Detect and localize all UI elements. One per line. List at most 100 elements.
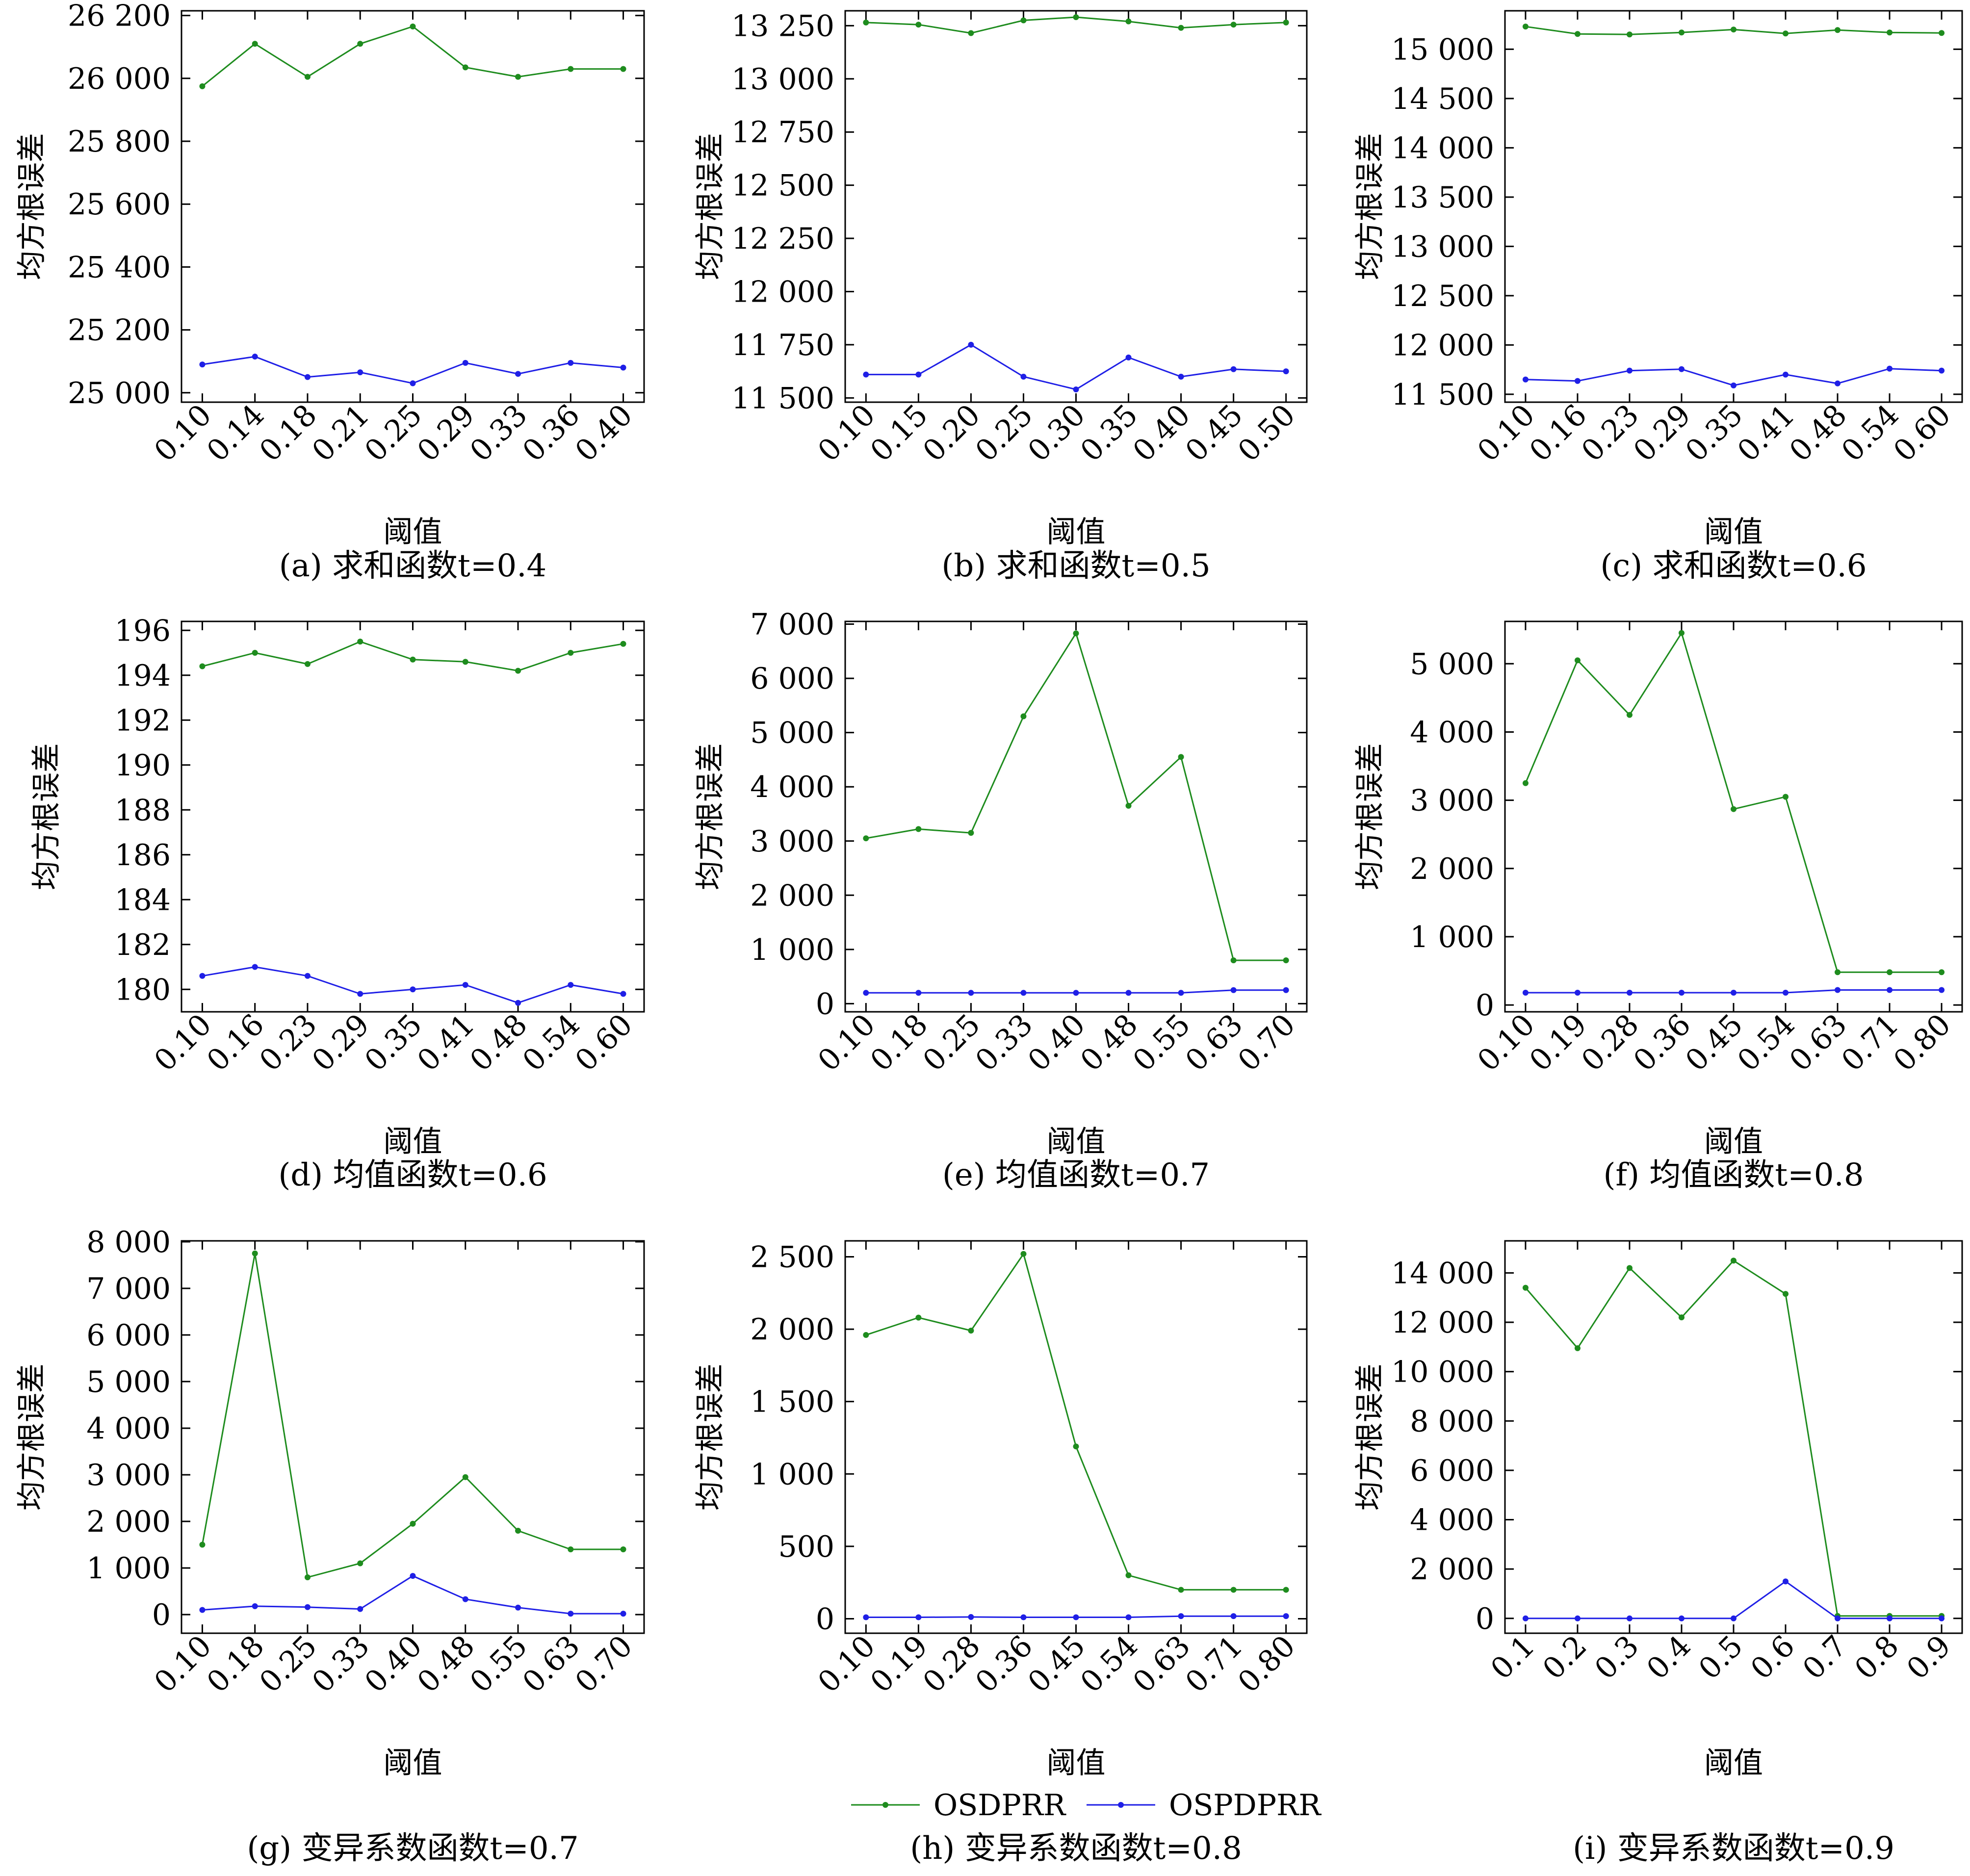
data-point-osdprr [1731,1258,1737,1264]
data-point-ospdprr [462,1596,468,1602]
x-tick-label: 0.25 [253,1629,324,1699]
data-point-osdprr [1678,630,1685,636]
data-point-ospdprr [1887,1615,1893,1621]
data-point-ospdprr [915,990,922,996]
subfigure-caption: (i) 变异系数函数t=0.9 [1573,1830,1894,1867]
plot-frame [1504,620,1963,1013]
data-point-ospdprr [1230,366,1237,372]
x-axis-label: 阈值 [1704,1125,1763,1159]
data-point-osdprr [1678,1314,1685,1320]
data-point-osdprr [1731,806,1737,812]
legend-item-ospdprr: OSPDPRR [1087,1788,1322,1823]
x-tick-label: 0.18 [253,398,324,468]
legend-marker [882,1802,888,1808]
data-point-ospdprr [863,371,869,378]
x-tick-label: 0.54 [1835,398,1906,468]
y-axis-label: 均方根误差 [15,1363,49,1511]
y-tick-label: 12 250 [731,222,834,256]
y-tick-label: 1 000 [750,933,834,967]
data-point-osdprr [252,1250,258,1257]
data-point-ospdprr [968,1614,974,1620]
y-tick-label: 4 000 [86,1412,171,1446]
y-tick-label: 25 000 [68,376,171,411]
x-tick-label: 0.80 [1231,1629,1302,1699]
y-tick-label: 11 750 [731,328,834,362]
chart-panel-c: 11 500 12 000 12 500 13 000 13 500 14 000 14 5… [1353,10,1963,584]
y-tick-label: 14 000 [1391,1256,1494,1290]
x-tick-label: 0.21 [306,398,376,468]
data-point-ospdprr [199,973,206,979]
data-point-osdprr [199,83,206,89]
x-tick-label: 0.45 [1679,1007,1750,1078]
data-point-osdprr [304,74,311,80]
data-point-osdprr [1230,22,1237,28]
y-tick-label: 1 500 [750,1385,834,1419]
data-point-osdprr [1522,24,1529,30]
y-tick-label: 182 [114,928,171,962]
y-axis-label: 均方根误差 [1353,1363,1387,1511]
data-point-ospdprr [304,1604,311,1610]
data-point-osdprr [968,30,974,36]
y-tick-label: 3 000 [750,824,834,859]
data-point-ospdprr [252,964,258,970]
x-tick-label: 0.19 [1523,1007,1594,1078]
series-line-osdprr [201,1253,623,1578]
chart-panel-g: 0 1 000 2 000 3 000 4 000 5 000 6 000 7 000 8 00… [15,1225,645,1867]
data-point-ospdprr [462,982,468,988]
data-point-ospdprr [252,1603,258,1609]
data-point-osdprr [1230,1587,1237,1593]
y-tick-label: 11 500 [1391,378,1494,412]
data-point-osdprr [199,663,206,669]
data-point-osdprr [304,1574,311,1580]
data-point-osdprr [1887,29,1893,36]
data-point-osdprr [1574,1345,1581,1351]
subfigure-caption: (a) 求和函数t=0.4 [279,548,547,584]
y-tick-label: 2 000 [1410,1552,1494,1587]
x-tick-label: 0.9 [1900,1629,1958,1686]
data-point-ospdprr [1230,1613,1237,1619]
x-tick-label: 0.36 [516,398,587,468]
y-tick-label: 2 500 [750,1240,834,1274]
y-tick-label: 2 000 [86,1505,171,1539]
y-tick-label: 12 500 [731,169,834,203]
data-point-osdprr [1574,657,1581,664]
x-tick-label: 0.30 [1021,398,1092,468]
data-point-osdprr [1626,31,1633,38]
y-tick-label: 26 200 [68,0,171,33]
data-point-osdprr [568,1546,574,1552]
data-point-osdprr [1125,802,1132,809]
x-tick-label: 0.54 [1074,1629,1144,1699]
legend-label: OSPDPRR [1169,1788,1322,1823]
series-line-osdprr [865,1252,1286,1591]
y-tick-label: 26 000 [68,62,171,96]
data-point-osdprr [1020,713,1027,720]
data-point-osdprr [357,639,363,645]
data-point-osdprr [515,1527,521,1534]
x-tick-label: 0.41 [1731,398,1802,468]
data-point-ospdprr [515,371,521,377]
series-line-osdprr [1525,1259,1942,1617]
data-point-ospdprr [1522,1615,1529,1621]
data-point-osdprr [1073,630,1079,637]
data-point-ospdprr [1626,367,1633,374]
x-axis-label: 阈值 [384,1125,442,1159]
data-point-ospdprr [1125,990,1132,996]
x-tick-label: 0.40 [1021,1007,1092,1078]
x-tick-label: 0.71 [1835,1007,1906,1078]
x-tick-label: 0.16 [1523,398,1594,468]
x-tick-label: 0.36 [1627,1007,1698,1078]
data-point-osdprr [915,826,922,832]
data-point-ospdprr [1178,990,1184,996]
x-tick-label: 0.54 [516,1007,587,1078]
x-tick-label: 0.19 [864,1629,934,1699]
y-tick-label: 196 [114,614,171,648]
y-tick-label: 14 000 [1391,131,1494,165]
subfigure-caption: (b) 求和函数t=0.5 [941,548,1210,584]
y-tick-label: 2 000 [1410,852,1494,886]
y-tick-label: 12 000 [731,275,834,309]
y-tick-label: 4 000 [1410,715,1494,749]
y-tick-label: 8 000 [1410,1404,1494,1439]
data-point-osdprr [1887,969,1893,976]
x-tick-label: 0.25 [916,1007,987,1078]
